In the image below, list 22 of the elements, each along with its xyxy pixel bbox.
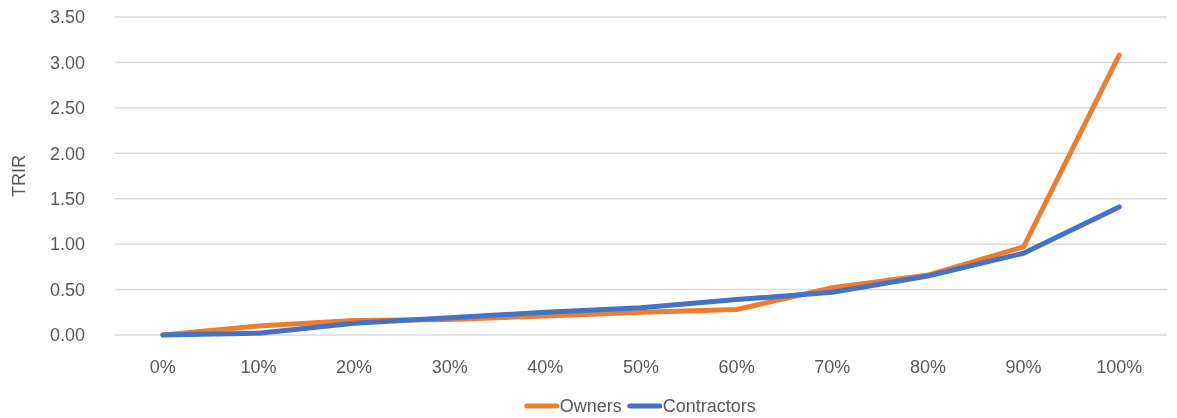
x-tick-label: 60% xyxy=(718,357,755,377)
y-tick-label: 2.50 xyxy=(49,98,85,119)
x-tick-label: 0% xyxy=(149,357,176,377)
x-tick-label: 90% xyxy=(1005,357,1042,377)
x-tick-label: 80% xyxy=(909,357,946,377)
y-tick-label: 3.50 xyxy=(49,7,85,28)
x-tick-label: 20% xyxy=(336,357,373,377)
legend-label: Owners xyxy=(559,396,622,417)
y-axis-title: TRIR xyxy=(9,155,29,197)
x-tick-label: 10% xyxy=(240,357,277,377)
x-tick-label: 30% xyxy=(431,357,468,377)
y-tick-label: 1.50 xyxy=(49,189,85,210)
x-tick-label: 100% xyxy=(1096,357,1143,377)
y-tick-label: 2.00 xyxy=(49,143,85,164)
legend-label: Contractors xyxy=(662,396,756,417)
x-tick-label: 50% xyxy=(622,357,660,377)
x-tick-label: 70% xyxy=(814,357,851,377)
y-tick-label: 3.00 xyxy=(49,52,85,73)
y-tick-label: 0.50 xyxy=(49,279,85,300)
y-tick-label: 0.00 xyxy=(49,325,85,346)
x-tick-label: 40% xyxy=(527,357,564,377)
y-tick-label: 1.00 xyxy=(49,234,85,255)
